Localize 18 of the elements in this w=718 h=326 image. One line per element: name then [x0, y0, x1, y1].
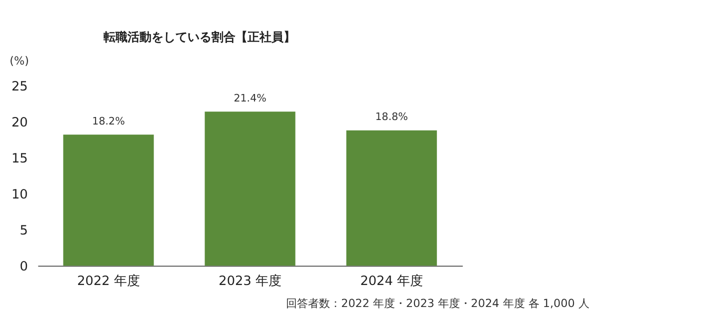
y-tick-label: 5 [20, 223, 28, 238]
y-tick-label: 20 [12, 115, 28, 130]
x-tick-label: 2023 年度 [218, 273, 282, 290]
y-tick-label: 0 [20, 260, 28, 275]
bar [346, 130, 437, 266]
bar [204, 112, 296, 266]
chart-title: 転職活動をしている割合【正社員】 [104, 30, 296, 44]
data-label: 18.8% [375, 111, 408, 124]
bar [63, 134, 154, 266]
text: 回答者数：2022 年度・2023 年度・2024 年度 各 1,000 人 [286, 296, 590, 310]
y-axis-title: (%) [10, 54, 29, 68]
y-tick-label: 15 [12, 151, 28, 166]
x-tick-label: 2024 年度 [360, 273, 424, 290]
data-label: 21.4% [234, 92, 267, 104]
y-tick-label: 10 [12, 187, 28, 202]
x-tick-label: 2022 年度 [77, 273, 140, 290]
y-tick-label: 25 [12, 79, 28, 94]
data-label: 18.2% [92, 115, 126, 128]
